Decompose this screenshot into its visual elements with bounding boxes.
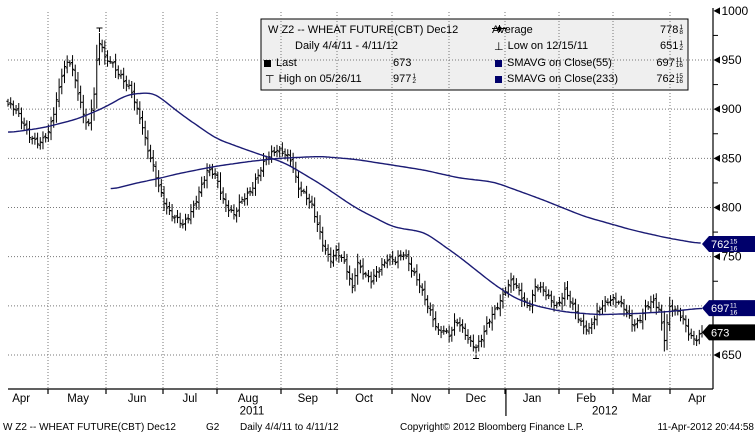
marker-box-fraction-den: 16 — [730, 245, 738, 252]
y-axis: 1000 950 900 850 800 750 650 — [713, 4, 749, 362]
y-tick-arrow — [713, 7, 720, 15]
footer-bar: W Z2 -- WHEAT FUTURE(CBT) Dec12 G2 Daily… — [0, 417, 756, 436]
low-marker-icon: ⊥ — [494, 40, 504, 53]
y-axis-label: 850 — [722, 151, 742, 165]
y-axis-label: 950 — [722, 53, 742, 67]
legend-label-average: Average — [492, 24, 533, 36]
footer-title: W Z2 -- WHEAT FUTURE(CBT) Dec12 — [3, 422, 176, 433]
marker-box-fraction-den: 16 — [730, 310, 738, 317]
legend-item-average: Average — [492, 24, 533, 37]
legend-label-low: Low on 12/15/11 — [507, 40, 589, 52]
legend-item-sma233: SMAVG on Close(233) — [495, 73, 618, 86]
y-tick-arrow — [713, 56, 720, 64]
month-label: Apr — [12, 393, 30, 405]
x-axis: Apr May Jun Jul Aug Sep Oct Nov Dec Jan Feb Mar Apr 2… — [12, 393, 706, 418]
legend-box: W Z2 -- WHEAT FUTURE(CBT) Dec12 Daily 4/… — [261, 19, 688, 90]
y-tick-arrow — [713, 105, 720, 113]
y-tick-arrow — [713, 203, 720, 211]
legend-item-sma55: SMAVG on Close(55) — [495, 57, 612, 70]
y-axis-label: 750 — [722, 250, 742, 264]
month-label: Dec — [466, 393, 487, 405]
legend-label-high: High on 05/26/11 — [278, 73, 362, 85]
month-label: Feb — [576, 393, 596, 405]
month-label: May — [67, 393, 89, 405]
high-marker-icon: ⊤ — [265, 73, 275, 86]
legend-box-background — [260, 18, 689, 91]
marker-box-shape — [702, 324, 755, 341]
legend-title: W Z2 -- WHEAT FUTURE(CBT) Dec12 — [268, 24, 459, 36]
month-label: Mar — [632, 393, 652, 405]
legend-value-last: 673 — [393, 57, 412, 69]
marker-box-shape — [702, 235, 755, 252]
sma55-line — [7, 92, 702, 316]
legend-item-low: ⊥ Low on 12/15/11 — [494, 40, 588, 53]
legend-value-sma233: 762 15 16 — [656, 73, 683, 86]
y-tick-arrow — [713, 351, 720, 359]
legend-subtitle: Daily 4/4/11 - 4/11/12 — [295, 40, 398, 52]
month-label: Aug — [238, 393, 258, 405]
price-marker-box-673: 673 — [702, 324, 755, 341]
month-label: Oct — [355, 393, 374, 405]
legend-label-last: Last — [276, 57, 297, 69]
gridlines — [8, 12, 713, 389]
month-label: Nov — [411, 393, 432, 405]
year-label: 2012 — [592, 406, 618, 418]
year-label: 2011 — [240, 406, 265, 418]
marker-box-fraction-num: 11 — [730, 303, 737, 310]
legend-label-sma233: SMAVG on Close(233) — [507, 73, 619, 85]
footer-copyright: Copyright© 2012 Bloomberg Finance L.P. — [400, 422, 584, 433]
marker-box-shape — [702, 300, 755, 317]
sma55-square-icon — [495, 60, 502, 67]
footer-range: Daily 4/4/11 to 4/11/12 — [240, 422, 339, 433]
month-label: Apr — [688, 393, 706, 405]
legend-value-sma55: 697 11 16 — [656, 57, 683, 70]
legend-value-high: 977 1 2 — [393, 73, 416, 86]
y-tick-arrow — [713, 154, 720, 162]
marker-box-fraction-num: 15 — [730, 238, 738, 245]
y-tick-arrow — [713, 253, 720, 261]
y-axis-label: 900 — [722, 102, 742, 116]
marker-box-value: 673 — [711, 327, 729, 339]
ohlc-bars — [6, 33, 704, 354]
footer-page-code: G2 — [206, 422, 220, 433]
y-axis-label: 800 — [722, 200, 742, 214]
legend-label-sma55: SMAVG on Close(55) — [507, 57, 612, 69]
low-point-marker — [473, 354, 480, 360]
month-label: Jun — [128, 393, 147, 405]
sma233-square-icon — [495, 76, 502, 83]
month-label: Jul — [182, 393, 197, 405]
footer-timestamp: 11-Apr-2012 20:44:58 — [657, 422, 754, 433]
legend-item-last: Last — [264, 57, 297, 70]
marker-box-value: 762 — [711, 239, 729, 251]
average-line-icon — [492, 25, 507, 32]
y-axis-label: 1000 — [722, 4, 749, 18]
legend-value-low: 651 1 2 — [660, 40, 683, 53]
marker-box-value: 697 — [711, 303, 729, 315]
month-label: Sep — [298, 393, 318, 405]
last-square-icon — [264, 60, 271, 67]
legend-item-high: ⊤ High on 05/26/11 — [265, 73, 362, 86]
month-label: Jan — [523, 393, 542, 405]
sma233-line — [110, 156, 701, 244]
legend-value-average: 778 1 8 — [660, 24, 683, 37]
high-point-marker — [96, 27, 103, 32]
y-axis-label: 650 — [722, 348, 742, 362]
